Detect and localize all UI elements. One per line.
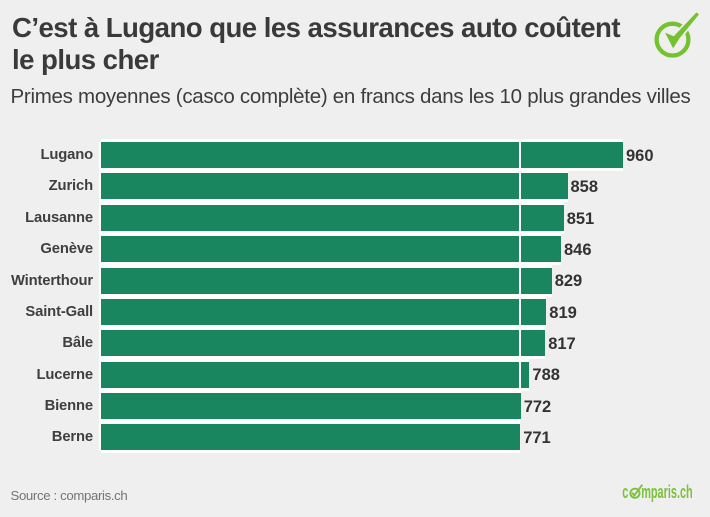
svg-text:mparis.ch: mparis.ch (641, 482, 693, 503)
svg-text:c: c (622, 482, 628, 503)
